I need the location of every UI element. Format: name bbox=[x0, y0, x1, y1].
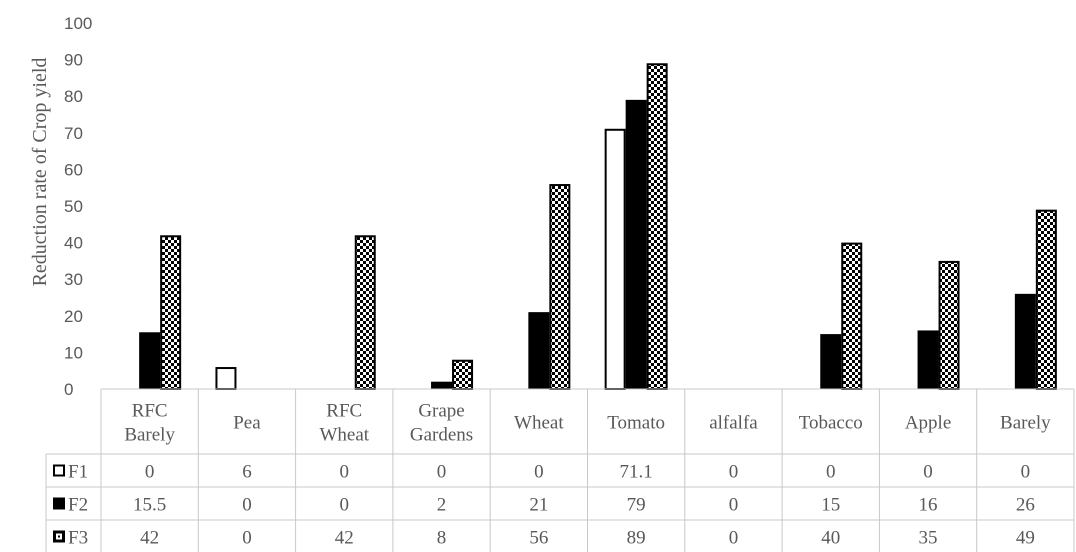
bar-f3-3 bbox=[452, 359, 474, 391]
bar-f3-5 bbox=[646, 63, 668, 390]
bar-f1-1 bbox=[215, 367, 237, 391]
legend-label-f2: F2 bbox=[68, 495, 88, 516]
category-label: alfalfa bbox=[709, 413, 758, 434]
table-cell-value: 15 bbox=[821, 495, 840, 516]
table-cell-value: 6 bbox=[242, 462, 252, 483]
table-cell-value: 26 bbox=[1016, 495, 1035, 516]
table-cell-value: 2 bbox=[437, 495, 447, 516]
table-cell-value: 42 bbox=[140, 528, 159, 549]
bar-f2-8 bbox=[917, 330, 939, 390]
bar-f1-5 bbox=[604, 128, 626, 391]
legend-label-f1: F1 bbox=[68, 462, 88, 483]
bar-f2-5 bbox=[625, 99, 647, 390]
data-table: RFC Barely Pea RFC Wheat Grape Gardens Wheat Tom… bbox=[45, 388, 1075, 552]
category-label: Pea bbox=[233, 413, 261, 434]
table-cell-value: 0 bbox=[729, 528, 739, 549]
bar-f3-7 bbox=[841, 242, 863, 390]
y-tick-label: 70 bbox=[64, 124, 83, 143]
bar-f2-3 bbox=[431, 381, 453, 390]
bar-f3-9 bbox=[1035, 209, 1057, 390]
table-cell-value: 0 bbox=[437, 462, 447, 483]
y-tick-label: 100 bbox=[64, 14, 92, 33]
bar-f3-8 bbox=[938, 260, 960, 390]
y-tick-label: 80 bbox=[64, 87, 83, 106]
bar-f3-2 bbox=[354, 235, 376, 390]
bars-group bbox=[139, 63, 1057, 391]
table-cell-value: 89 bbox=[627, 528, 646, 549]
category-label: Grape Gardens bbox=[410, 401, 473, 446]
category-label: Barely bbox=[1000, 413, 1051, 434]
table-cell-value: 0 bbox=[923, 462, 933, 483]
legend-swatch-f1 bbox=[53, 464, 65, 477]
y-tick-label: 20 bbox=[64, 307, 83, 326]
table-cell-value: 0 bbox=[534, 462, 544, 483]
category-label: Wheat bbox=[514, 413, 564, 434]
table-cell-value: 40 bbox=[821, 528, 840, 549]
bar-f2-4 bbox=[528, 312, 550, 390]
y-tick-label: 30 bbox=[64, 270, 83, 289]
category-label: Tomato bbox=[607, 413, 665, 434]
y-axis: 0 10 20 30 40 50 60 70 80 90 100 bbox=[64, 14, 92, 399]
category-label: RFC Barely bbox=[124, 401, 175, 446]
table-cell-value: 0 bbox=[340, 462, 350, 483]
table-cell-value: 0 bbox=[340, 495, 350, 516]
table-cell-value: 16 bbox=[919, 495, 938, 516]
y-tick-label: 50 bbox=[64, 197, 83, 216]
table-cell-value: 15.5 bbox=[133, 495, 166, 516]
y-tick-label: 10 bbox=[64, 343, 83, 362]
category-label: Apple bbox=[905, 413, 951, 434]
category-label: RFC Wheat bbox=[319, 401, 369, 446]
table-cell-value: 8 bbox=[437, 528, 447, 549]
legend-label-f3: F3 bbox=[68, 528, 88, 549]
table-cell-value: 0 bbox=[145, 462, 155, 483]
bar-f3-4 bbox=[549, 184, 571, 390]
table-cell-value: 0 bbox=[826, 462, 836, 483]
table-cell-value: 0 bbox=[729, 462, 739, 483]
y-tick-label: 60 bbox=[64, 160, 83, 179]
legend-swatch-dot bbox=[58, 535, 60, 538]
y-tick-label: 0 bbox=[64, 380, 73, 399]
y-tick-label: 90 bbox=[64, 51, 83, 70]
y-axis-title: Reduction rate of Crop yield bbox=[29, 58, 51, 287]
table-cell-value: 35 bbox=[919, 528, 938, 549]
table-cell-value: 42 bbox=[335, 528, 354, 549]
bar-f2-0 bbox=[139, 332, 161, 390]
table-cell-value: 71.1 bbox=[620, 462, 653, 483]
table-cell-value: 79 bbox=[627, 495, 646, 516]
table-cell-value: 49 bbox=[1016, 528, 1035, 549]
table-cell-value: 0 bbox=[1021, 462, 1031, 483]
category-label: Tobacco bbox=[799, 413, 863, 434]
table-cell-value: 56 bbox=[529, 528, 548, 549]
bar-f2-7 bbox=[820, 334, 842, 390]
table-cell-value: 0 bbox=[242, 495, 252, 516]
legend-swatch-f2 bbox=[53, 497, 65, 510]
bar-f2-9 bbox=[1014, 293, 1036, 390]
bar-f3-0 bbox=[160, 235, 182, 390]
y-tick-label: 40 bbox=[64, 234, 83, 253]
table-cell-value: 21 bbox=[529, 495, 548, 516]
table-cell-value: 0 bbox=[242, 528, 252, 549]
table-cell-value: 0 bbox=[729, 495, 739, 516]
